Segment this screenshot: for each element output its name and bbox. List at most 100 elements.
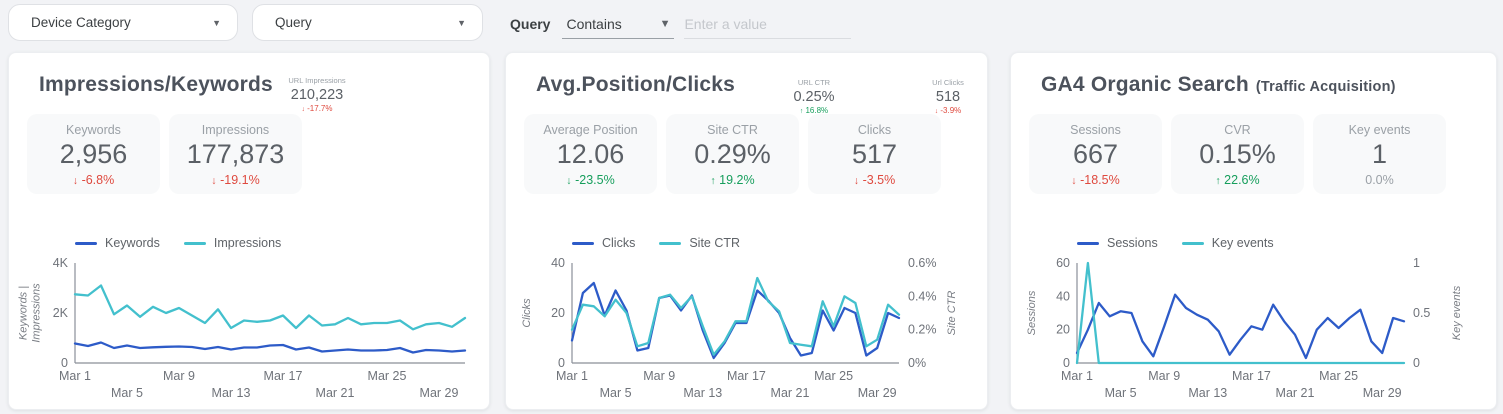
svg-text:Mar 29: Mar 29 <box>858 386 897 400</box>
svg-text:0.2%: 0.2% <box>908 323 937 337</box>
svg-text:0.6%: 0.6% <box>908 256 937 270</box>
legend-swatch <box>572 241 594 245</box>
scorecard-label: Site CTR <box>707 123 758 137</box>
svg-text:20: 20 <box>1056 323 1070 337</box>
chart-plot: 0 20 40 0% 0.2% 0.4% 0.6% Mar 1 Mar 5 Mar 9 Mar 13… <box>521 256 958 400</box>
svg-text:0: 0 <box>1413 356 1420 370</box>
panel-title-text: GA4 Organic Search <box>1041 73 1249 96</box>
svg-text:Clicks: Clicks <box>521 298 533 328</box>
legend-item-clicks[interactable]: Clicks <box>572 236 635 250</box>
svg-text:20: 20 <box>551 306 565 320</box>
scorecard-value: 1 <box>1371 139 1388 169</box>
svg-text:0.4%: 0.4% <box>908 289 937 303</box>
svg-text:Mar 17: Mar 17 <box>1232 369 1271 383</box>
trend-arrow-icon: ↑ <box>1215 175 1221 187</box>
svg-text:Mar 1: Mar 1 <box>59 369 91 383</box>
panel-title: Avg.Position/Clicks <box>536 73 742 97</box>
scorecard-value: 667 <box>1072 139 1119 169</box>
scorecard-label: Key events <box>1348 123 1411 137</box>
svg-text:Mar 5: Mar 5 <box>1105 386 1137 400</box>
panel-avg-position-clicks: Avg.Position/Clicks URL CTR 0.25% ↑ 16.8… <box>505 52 988 410</box>
chevron-down-icon: ▼ <box>212 17 221 28</box>
advanced-query-filter: Query Contains ▼ <box>510 8 852 40</box>
svg-text:Mar 1: Mar 1 <box>556 369 588 383</box>
svg-text:Mar 21: Mar 21 <box>316 386 355 400</box>
filter-value-input[interactable] <box>684 9 852 39</box>
timeseries-chart-ga4-organic-search[interactable]: Sessions Key events 0 20 40 60 0 0.5 1 Mar 1 Mar 5… <box>1019 236 1491 410</box>
legend-item-key-events[interactable]: Key events <box>1181 236 1274 250</box>
advanced-filter-field-label: Query <box>510 16 551 32</box>
scorecard-delta: ↓ -3.5% <box>853 173 896 187</box>
svg-text:Mar 9: Mar 9 <box>1148 369 1180 383</box>
svg-text:Mar 21: Mar 21 <box>1276 386 1315 400</box>
legend-swatch <box>1181 241 1204 245</box>
scorecard-value: 12.06 <box>556 139 625 169</box>
scorecard-label: Clicks <box>857 123 892 137</box>
svg-text:Mar 17: Mar 17 <box>727 369 766 383</box>
legend-swatch <box>75 241 97 245</box>
chart-legend: Sessions Key events <box>1077 236 1491 250</box>
scorecard-row: Average Position 12.06 ↓ -23.5% Site CTR… <box>524 114 941 194</box>
scorecard-value: 177,873 <box>186 139 285 169</box>
legend-label: Impressions <box>213 236 282 250</box>
scorecard-value: 2,956 <box>59 139 128 169</box>
legend-item-sessions[interactable]: Sessions <box>1077 236 1158 250</box>
mini-metric-value: 0.25% <box>793 88 835 105</box>
svg-text:Mar 13: Mar 13 <box>683 386 722 400</box>
panel-ga4-organic-search: GA4 Organic Search (Traffic Acquisition) … <box>1010 52 1497 410</box>
scorecard-delta: ↑ 19.2% <box>710 173 755 187</box>
legend-item-keywords[interactable]: Keywords <box>75 236 160 250</box>
scorecard-impressions: Impressions 177,873 ↓ -19.1% <box>169 114 302 194</box>
legend-label: Site CTR <box>689 236 741 250</box>
scorecard-delta: ↑ 22.6% <box>1215 173 1260 187</box>
filter-operator-select[interactable]: Contains ▼ <box>562 9 675 39</box>
timeseries-chart-avg-position-clicks[interactable]: Clicks Site CTR 0 20 40 0% 0.2% 0.4% 0.6% Mar 1 Ma… <box>514 236 986 410</box>
svg-text:Mar 29: Mar 29 <box>420 386 459 400</box>
legend-item-site-ctr[interactable]: Site CTR <box>659 236 740 250</box>
trend-arrow-icon: ↓ <box>211 175 217 187</box>
chart-legend: Keywords Impressions <box>75 236 489 250</box>
device-category-filter[interactable]: Device Category ▼ <box>8 4 238 41</box>
legend-label: Clicks <box>602 236 636 250</box>
svg-text:Keywords |Impressions: Keywords |Impressions <box>18 283 43 343</box>
query-filter[interactable]: Query ▼ <box>252 4 483 41</box>
mini-metric-url-ctr: URL CTR 0.25% ↑ 16.8% <box>772 78 856 116</box>
mini-metric-value: 518 <box>935 88 961 105</box>
timeseries-chart-impressions-keywords[interactable]: Keywords Impressions 0 2K 4K Mar 1 Mar 5 Mar 9 M… <box>17 236 489 410</box>
scorecard-value: 0.15% <box>1199 139 1276 169</box>
legend-label: Key events <box>1211 236 1274 250</box>
mini-metric-url-clicks: Url Clicks 518 ↓ -3.9% <box>912 78 984 116</box>
trend-arrow-icon: ↑ <box>799 108 804 116</box>
chart-plot: 0 2K 4K Mar 1 Mar 5 Mar 9 Mar 13 Mar 17 Mar 21 Ma… <box>18 256 467 400</box>
scorecard-label: CVR <box>1224 123 1251 137</box>
panel-title: GA4 Organic Search (Traffic Acquisition) <box>1041 73 1396 97</box>
device-category-filter-label: Device Category <box>31 15 131 30</box>
scorecard-value: 517 <box>851 139 898 169</box>
trend-arrow-icon: ↓ <box>72 175 79 187</box>
svg-text:Sessions: Sessions <box>1026 290 1038 335</box>
svg-text:0.5: 0.5 <box>1413 306 1430 320</box>
svg-text:4K: 4K <box>53 256 69 270</box>
trend-arrow-icon: ↓ <box>1071 175 1077 187</box>
legend-swatch <box>183 241 206 245</box>
scorecard-label: Keywords <box>66 123 121 137</box>
chevron-down-icon: ▼ <box>659 17 671 30</box>
svg-text:0: 0 <box>558 356 565 370</box>
svg-text:Site CTR: Site CTR <box>946 291 958 336</box>
query-filter-label: Query <box>275 15 312 30</box>
scorecard-delta: ↓ -6.8% <box>72 173 115 187</box>
scorecard-sessions: Sessions 667 ↓ -18.5% <box>1029 114 1162 194</box>
trend-arrow-icon: ↓ <box>301 106 305 114</box>
scorecard-row: Sessions 667 ↓ -18.5% CVR 0.15% ↑ 22.6% … <box>1029 114 1446 194</box>
svg-text:0%: 0% <box>908 356 926 370</box>
trend-arrow-icon: ↓ <box>853 175 860 187</box>
legend-item-impressions[interactable]: Impressions <box>183 236 282 250</box>
svg-text:Mar 25: Mar 25 <box>1319 369 1358 383</box>
scorecard-value: 0.29% <box>694 139 771 169</box>
svg-text:40: 40 <box>551 256 565 270</box>
legend-label: Sessions <box>1107 236 1158 250</box>
svg-text:Mar 13: Mar 13 <box>1188 386 1227 400</box>
svg-text:2K: 2K <box>53 306 69 320</box>
svg-text:Mar 25: Mar 25 <box>368 369 407 383</box>
mini-metric-delta: ↓ -3.9% <box>934 106 962 116</box>
